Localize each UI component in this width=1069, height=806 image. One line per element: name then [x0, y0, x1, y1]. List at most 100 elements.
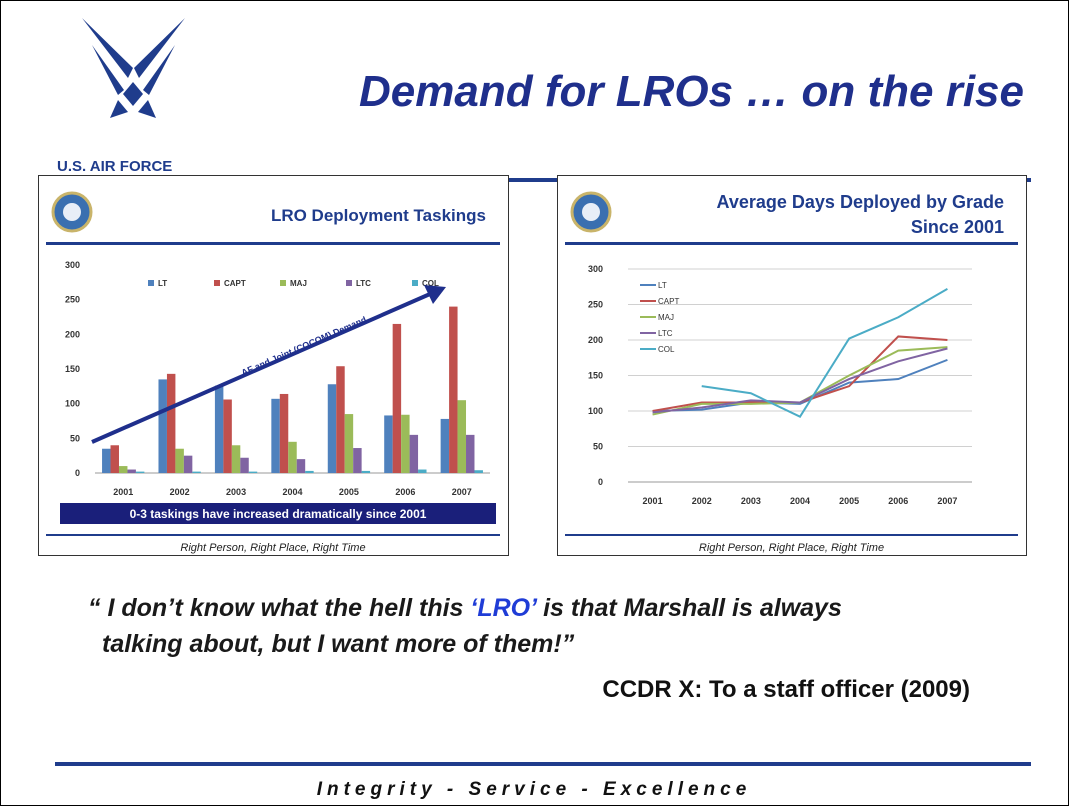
- x-tick-label: 2001: [113, 487, 133, 497]
- bar: [183, 455, 193, 473]
- legend-label: COL: [422, 279, 439, 288]
- quote-line: “ I don’t know what the hell this ‘LRO’ …: [88, 594, 842, 622]
- x-tick-label: 2006: [395, 487, 415, 497]
- legend-label: MAJ: [658, 313, 674, 322]
- chart-subtitle: Since 2001: [911, 217, 1004, 237]
- x-tick-label: 2004: [282, 487, 302, 497]
- slide-title: Demand for LROs … on the rise: [359, 67, 1024, 116]
- trend-arrowhead: [424, 285, 446, 304]
- chart-panel: [557, 175, 1027, 556]
- bar: [127, 469, 136, 473]
- y-tick-label: 50: [70, 433, 80, 443]
- line-series: [652, 358, 948, 412]
- bar: [271, 398, 280, 473]
- bar: [457, 400, 467, 473]
- banner: [60, 503, 496, 524]
- bar: [102, 448, 111, 473]
- emblem-inner: [63, 203, 81, 221]
- bar: [279, 393, 289, 473]
- logo-text: U.S. AIR FORCE: [57, 158, 172, 175]
- y-tick-label: 150: [588, 371, 603, 381]
- bar: [361, 470, 371, 473]
- bar: [440, 418, 450, 473]
- quote-text: is that Marshall is always: [536, 594, 842, 622]
- y-tick-label: 50: [593, 442, 603, 452]
- y-tick-label: 100: [65, 399, 80, 409]
- y-tick-label: 100: [588, 406, 603, 416]
- bar: [466, 434, 475, 473]
- x-tick-label: 2002: [170, 487, 190, 497]
- banner-text: 0-3 taskings have increased dramatically…: [130, 507, 427, 521]
- y-tick-label: 250: [65, 295, 80, 305]
- y-tick-label: 0: [75, 468, 80, 478]
- bar: [248, 471, 258, 473]
- quote-highlight: ‘LRO’: [470, 594, 538, 622]
- bar: [418, 469, 427, 473]
- y-tick-label: 200: [65, 329, 80, 339]
- bar: [474, 470, 483, 473]
- bar: [158, 379, 167, 473]
- legend-label: LT: [158, 279, 167, 288]
- x-tick-label: 2005: [339, 487, 359, 497]
- bar: [384, 415, 393, 473]
- bar: [409, 434, 419, 473]
- bar: [175, 448, 184, 473]
- bar: [327, 384, 337, 473]
- legend-label: CAPT: [224, 279, 246, 288]
- x-tick-label: 2004: [790, 496, 810, 506]
- legend-swatch: [148, 280, 154, 286]
- y-tick-label: 200: [588, 335, 603, 345]
- footer-motto: Integrity - Service - Excellence: [317, 779, 752, 800]
- panel-note: Right Person, Right Place, Right Time: [699, 542, 884, 554]
- x-tick-label: 2002: [692, 496, 712, 506]
- bar: [305, 470, 314, 473]
- legend-label: CAPT: [658, 297, 679, 306]
- bar: [449, 306, 458, 473]
- air-force-logo: [82, 18, 185, 118]
- legend-label: COL: [658, 345, 675, 354]
- footer-rule: [55, 762, 1031, 766]
- legend-swatch: [280, 280, 286, 286]
- legend-label: LTC: [356, 279, 371, 288]
- panel-note: Right Person, Right Place, Right Time: [180, 542, 365, 554]
- line-series: [701, 288, 948, 418]
- legend-swatch: [214, 280, 220, 286]
- bar: [214, 385, 224, 473]
- y-tick-label: 300: [588, 264, 603, 274]
- bar: [336, 366, 345, 473]
- chart-title: Average Days Deployed by Grade: [717, 192, 1004, 212]
- x-tick-label: 2007: [937, 496, 957, 506]
- panel-foot-rule: [46, 534, 500, 536]
- legend-label: LTC: [658, 329, 673, 338]
- bar: [296, 459, 306, 473]
- x-tick-label: 2006: [888, 496, 908, 506]
- bar: [353, 448, 362, 473]
- x-tick-label: 2003: [741, 496, 761, 506]
- legend-label: MAJ: [290, 279, 307, 288]
- bar: [135, 471, 145, 473]
- chart-panel: [38, 175, 509, 556]
- panel-rule: [565, 242, 1018, 245]
- bar: [240, 457, 249, 473]
- bar: [118, 466, 128, 473]
- legend-swatch: [412, 280, 418, 286]
- bar: [344, 414, 354, 473]
- bar: [392, 323, 402, 473]
- x-tick-label: 2001: [643, 496, 663, 506]
- bar: [192, 471, 201, 473]
- quote-line: talking about, but I want more of them!”: [102, 630, 575, 658]
- bar: [166, 373, 176, 473]
- y-tick-label: 0: [598, 477, 603, 487]
- emblem-inner: [582, 203, 600, 221]
- bar: [223, 399, 232, 473]
- x-tick-label: 2007: [452, 487, 472, 497]
- title-rule: [55, 178, 1031, 182]
- quote-attribution: CCDR X: To a staff officer (2009): [602, 676, 970, 703]
- y-tick-label: 150: [65, 364, 80, 374]
- bar: [110, 445, 119, 473]
- bar: [288, 441, 297, 473]
- x-tick-label: 2005: [839, 496, 859, 506]
- bar: [231, 445, 241, 473]
- x-tick-label: 2003: [226, 487, 246, 497]
